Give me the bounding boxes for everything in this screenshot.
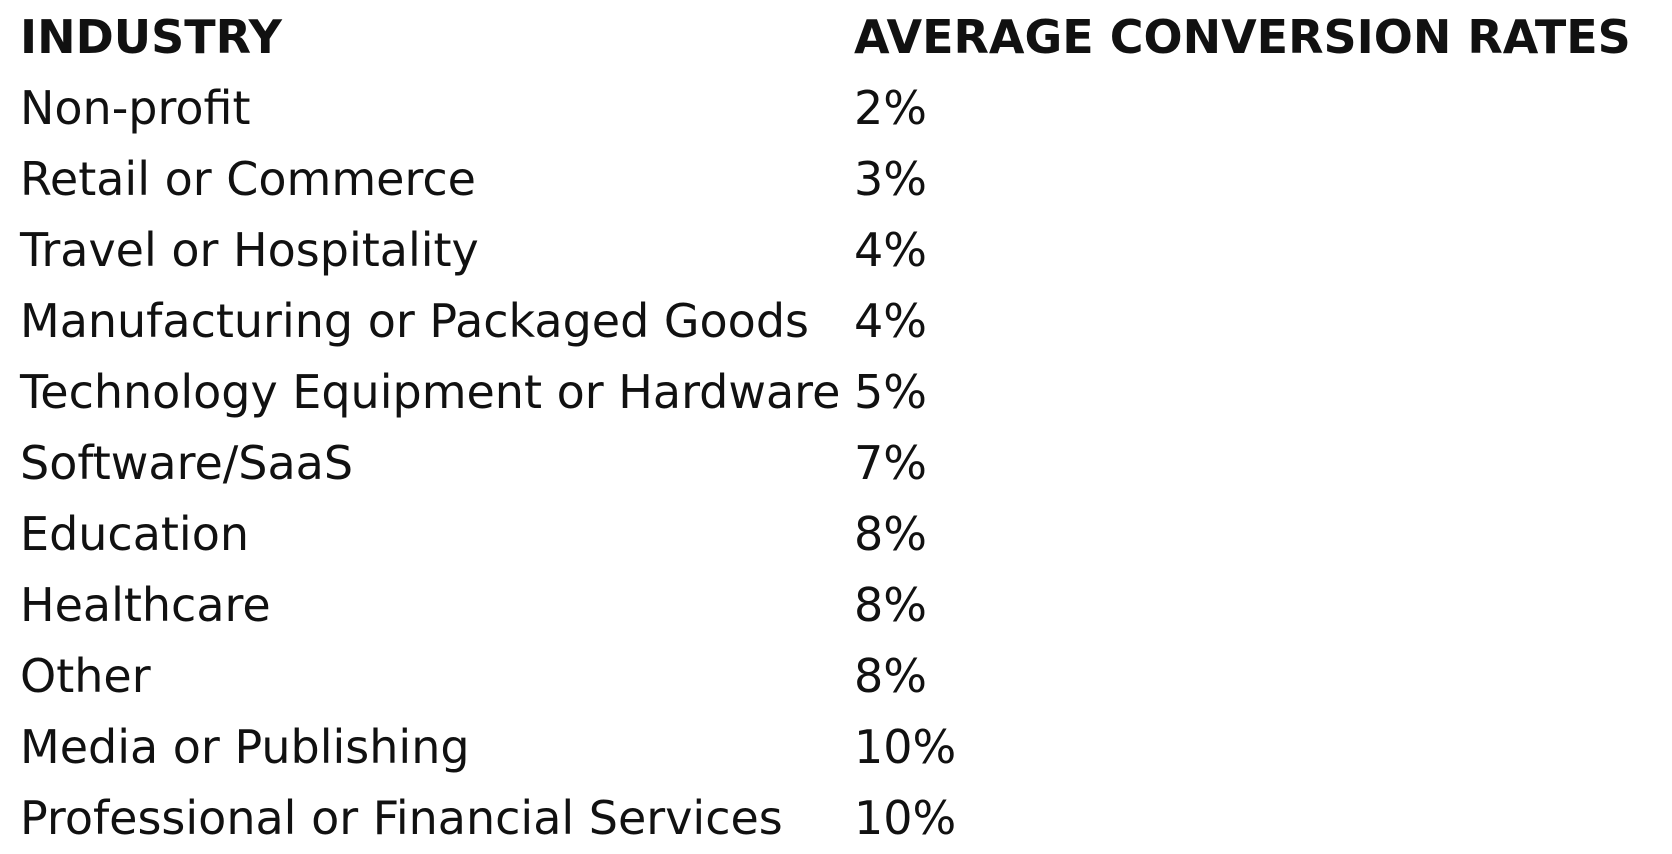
column-header: AVERAGE CONVERSION RATES	[854, 10, 1631, 64]
industry-name: Manufacturing or Packaged Goods	[20, 294, 809, 348]
conversion-rate: 5%	[854, 365, 927, 419]
conversion-rate: 2%	[854, 81, 927, 135]
industry-name: Technology Equipment or Hardware	[20, 365, 841, 419]
conversion-rate: 8%	[854, 578, 927, 632]
industry-name: Retail or Commerce	[20, 152, 476, 206]
industry-name: Media or Publishing	[20, 720, 470, 774]
conversion-rate: 4%	[854, 223, 927, 277]
industry-name: Travel or Hospitality	[20, 223, 479, 277]
conversion-rate: 4%	[854, 294, 927, 348]
industry-name: Healthcare	[20, 578, 271, 632]
conversion-rate: 8%	[854, 649, 927, 703]
industry-name: Non-profit	[20, 81, 251, 135]
industry-name: Other	[20, 649, 151, 703]
industry-name: Software/SaaS	[20, 436, 354, 490]
industry-name: Professional or Financial Services	[20, 791, 783, 845]
conversion-rate: 10%	[854, 791, 957, 845]
conversion-rate: 8%	[854, 507, 927, 561]
conversion-rate: 3%	[854, 152, 927, 206]
industry-name: Education	[20, 507, 250, 561]
conversion-rate: 7%	[854, 436, 927, 490]
column-header: INDUSTRY	[20, 10, 282, 64]
conversion-rate: 10%	[854, 720, 957, 774]
